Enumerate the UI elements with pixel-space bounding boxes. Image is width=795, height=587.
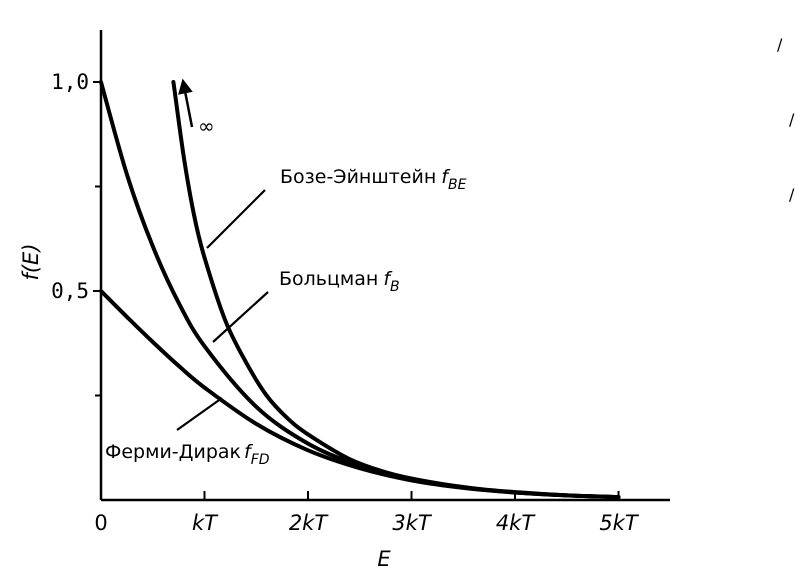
x-tick-label: kT bbox=[192, 511, 219, 535]
series-label-bose-einstein: Бозе-Эйнштейн fBE bbox=[280, 166, 467, 193]
infinity-arrow-icon bbox=[178, 78, 194, 128]
y-tick-label: 1,0 bbox=[51, 70, 89, 94]
curves bbox=[99, 80, 621, 500]
series-f-boltzmann: f bbox=[383, 268, 393, 290]
curve-fermi-dirac bbox=[99, 289, 621, 500]
series-label-boltzmann: Больцман fB bbox=[279, 268, 400, 295]
series-label-fermi-dirac: Ферми-Дирак fFD bbox=[105, 441, 270, 468]
margin-mark: / bbox=[789, 185, 795, 204]
axes bbox=[99, 30, 670, 502]
series-name-bose-einstein: Бозе-Эйнштейн bbox=[280, 166, 436, 188]
infinity-label: ∞ bbox=[198, 114, 215, 138]
y-tick-label: 0,5 bbox=[51, 279, 89, 303]
leader-lines bbox=[176, 189, 269, 431]
series-name-fermi-dirac: Ферми-Дирак bbox=[105, 441, 241, 463]
leader-line-bose-einstein bbox=[206, 189, 266, 249]
x-tick-label: 4kT bbox=[496, 511, 537, 535]
x-tick-label: 2kT bbox=[289, 511, 330, 535]
x-axis-title: E bbox=[377, 547, 391, 571]
margin-marks: / / / bbox=[777, 35, 795, 204]
leader-line-fermi-dirac bbox=[176, 397, 223, 431]
y-axis-title: f(E) bbox=[19, 243, 43, 280]
y-ticks: 0,5 1,0 bbox=[51, 70, 101, 397]
margin-mark: / bbox=[777, 35, 783, 54]
series-name-boltzmann: Больцман bbox=[279, 268, 378, 290]
series-subscript-fermi-dirac: FD bbox=[251, 452, 270, 468]
x-tick-label: 3kT bbox=[392, 511, 433, 535]
x-tick-label: 5kT bbox=[599, 511, 640, 535]
margin-mark: / bbox=[789, 110, 795, 129]
series-f-fermi-dirac: f bbox=[244, 441, 254, 463]
series-labels: Бозе-Эйнштейн fBE Больцман fB Ферми-Дирак f… bbox=[105, 166, 467, 468]
series-subscript-boltzmann: B bbox=[390, 279, 400, 295]
series-f-bose-einstein: f bbox=[441, 166, 451, 188]
x-ticks: 0 kT 2kT 3kT 4kT 5kT bbox=[94, 491, 640, 535]
infinity-marker: ∞ bbox=[178, 78, 215, 138]
x-tick-label: 0 bbox=[94, 511, 107, 535]
series-subscript-bose-einstein: BE bbox=[448, 177, 467, 193]
leader-line-boltzmann bbox=[212, 291, 269, 343]
